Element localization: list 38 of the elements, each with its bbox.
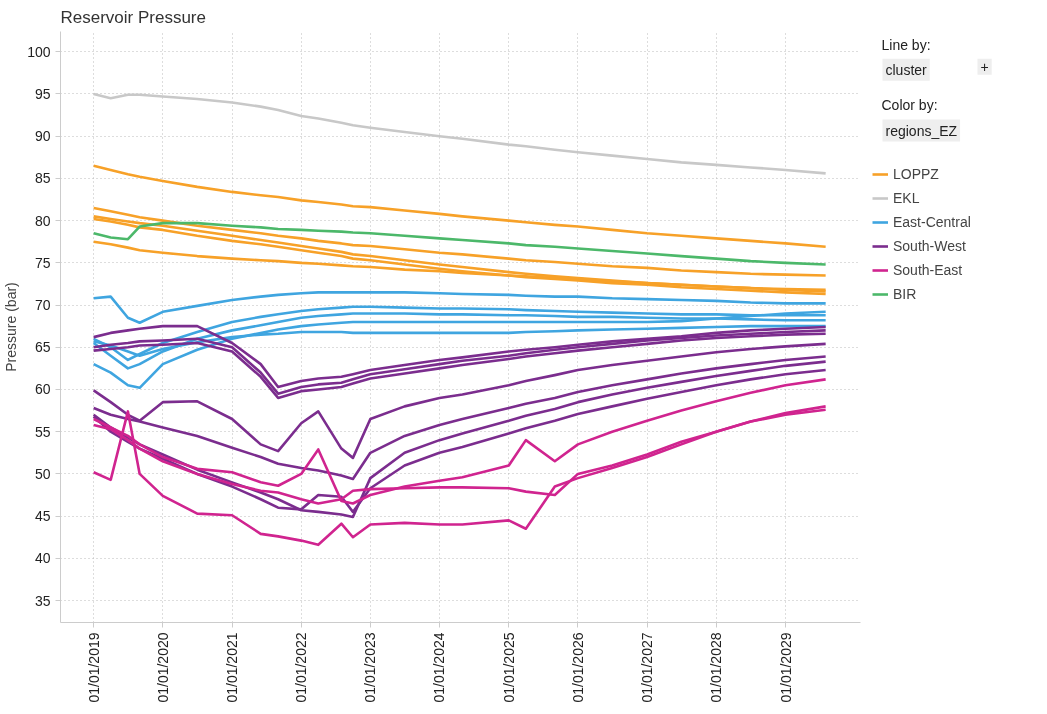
y-tick-label: 40 xyxy=(34,550,51,567)
x-tick-label: 01/01/2029 xyxy=(777,632,794,703)
y-axis-title: Pressure (bar) xyxy=(3,282,20,372)
x-tick-label: 01/01/2026 xyxy=(569,632,586,703)
y-tick-label: 95 xyxy=(34,85,51,102)
y-tick-label: 70 xyxy=(34,297,51,314)
y-tick-label: 100 xyxy=(27,43,51,60)
y-tick-label: 85 xyxy=(34,170,51,187)
legend-label: LOPPZ xyxy=(893,166,939,182)
x-tick-label: 01/01/2028 xyxy=(708,632,725,703)
legend-label: BIR xyxy=(893,286,917,302)
legend-label: South-East xyxy=(893,262,963,278)
chart-title: Reservoir Pressure xyxy=(60,7,206,27)
x-tick-label: 01/01/2021 xyxy=(224,632,241,703)
x-tick-label: 01/01/2025 xyxy=(500,632,517,703)
legend-label: South-West xyxy=(893,238,966,254)
y-tick-label: 50 xyxy=(34,465,51,482)
x-tick-label: 01/01/2022 xyxy=(293,632,310,703)
x-tick-label: 01/01/2023 xyxy=(362,632,379,703)
x-tick-label: 01/01/2027 xyxy=(639,632,656,703)
text: Color by: xyxy=(881,97,938,114)
y-tick-label: 80 xyxy=(34,212,51,229)
y-tick-label: 75 xyxy=(34,254,51,271)
y-tick-label: 90 xyxy=(34,128,51,145)
legend-label: East-Central xyxy=(893,214,971,230)
x-tick-label: 01/01/2020 xyxy=(154,632,171,703)
x-tick-label: 01/01/2019 xyxy=(85,632,102,703)
text: cluster xyxy=(885,61,928,78)
x-tick-label: 01/01/2024 xyxy=(431,632,448,703)
text: + xyxy=(980,58,989,75)
legend-label: EKL xyxy=(893,190,920,206)
y-tick-label: 65 xyxy=(34,339,51,356)
y-tick-label: 55 xyxy=(34,423,51,440)
y-tick-label: 45 xyxy=(34,508,51,525)
y-tick-label: 60 xyxy=(34,381,51,398)
text: regions_EZ xyxy=(885,122,958,139)
y-tick-label: 35 xyxy=(34,592,51,609)
text: Line by: xyxy=(881,36,931,53)
